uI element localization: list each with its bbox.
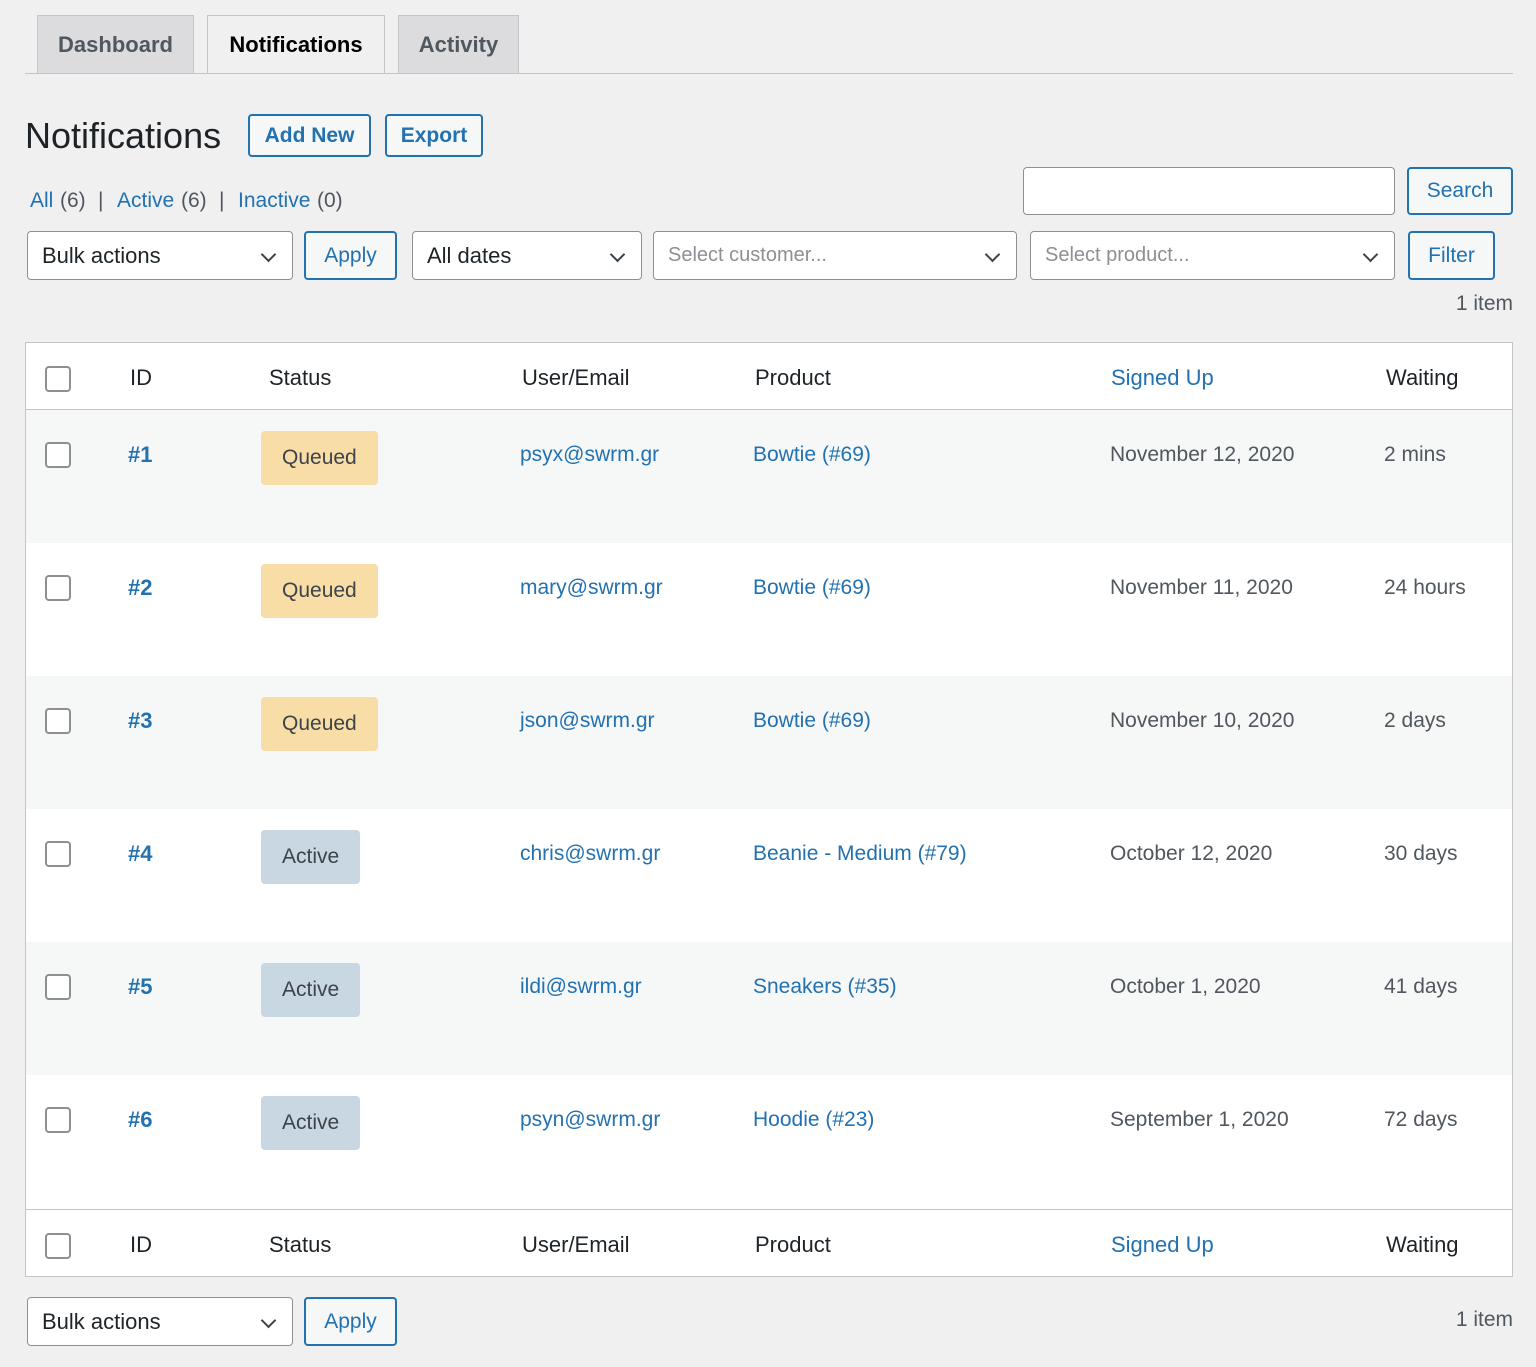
status-badge: Queued — [261, 431, 378, 485]
column-header: ID — [130, 365, 152, 390]
row-id[interactable]: #6 — [128, 1107, 153, 1132]
column-header[interactable]: Signed Up — [1111, 1232, 1214, 1257]
status-badge: Queued — [261, 564, 378, 618]
signed-up: November 12, 2020 — [1110, 443, 1295, 466]
product[interactable]: Sneakers (#35) — [753, 975, 897, 998]
date-filter[interactable]: All dates — [412, 231, 642, 280]
checkbox[interactable] — [45, 366, 71, 392]
apply-button[interactable]: Apply — [304, 1297, 397, 1346]
product[interactable]: Bowtie (#69) — [753, 709, 871, 732]
tab[interactable]: Notifications — [207, 15, 385, 74]
signed-up: November 10, 2020 — [1110, 709, 1295, 732]
row-stripe — [26, 676, 1512, 809]
tab-border — [25, 73, 1513, 74]
checkbox[interactable] — [45, 1233, 71, 1259]
product[interactable]: Bowtie (#69) — [753, 443, 871, 466]
row-id[interactable]: #4 — [128, 841, 153, 866]
user-email[interactable]: json@swrm.gr — [520, 709, 655, 732]
user-email[interactable]: psyn@swrm.gr — [520, 1108, 661, 1131]
user-email[interactable]: ildi@swrm.gr — [520, 975, 642, 998]
item-count: 1 item — [1455, 292, 1513, 315]
waiting: 41 days — [1384, 975, 1458, 998]
user-email[interactable]: chris@swrm.gr — [520, 842, 661, 865]
view-count: (6) — [60, 189, 86, 212]
column-header: Status — [269, 1232, 332, 1257]
row-id[interactable]: #3 — [128, 708, 153, 733]
checkbox[interactable] — [45, 841, 71, 867]
column-header: Waiting — [1386, 1232, 1459, 1257]
user-email[interactable]: mary@swrm.gr — [520, 576, 663, 599]
filter-button[interactable]: Filter — [1408, 231, 1495, 280]
product-filter[interactable]: Select product... — [1030, 231, 1395, 280]
column-header: User/Email — [522, 365, 630, 390]
user-email[interactable]: psyx@swrm.gr — [520, 443, 660, 466]
page-title: Notifications — [25, 115, 222, 156]
waiting: 2 mins — [1384, 443, 1446, 466]
row-id[interactable]: #5 — [128, 974, 153, 999]
product[interactable]: Beanie - Medium (#79) — [753, 842, 967, 865]
header-button[interactable]: Export — [385, 114, 483, 157]
signed-up: October 12, 2020 — [1110, 842, 1273, 865]
product[interactable]: Bowtie (#69) — [753, 576, 871, 599]
column-header: ID — [130, 1232, 152, 1257]
item-count: 1 item — [1455, 1308, 1513, 1331]
product[interactable]: Hoodie (#23) — [753, 1108, 875, 1131]
customer-filter[interactable]: Select customer... — [653, 231, 1017, 280]
waiting: 72 days — [1384, 1108, 1458, 1131]
bulk-actions[interactable]: Bulk actions — [27, 231, 293, 280]
status-badge: Queued — [261, 697, 378, 751]
column-header: Status — [269, 365, 332, 390]
view-count: (0) — [317, 189, 343, 212]
checkbox[interactable] — [45, 575, 71, 601]
signed-up: September 1, 2020 — [1110, 1108, 1289, 1131]
view-count: (6) — [181, 189, 207, 212]
checkbox[interactable] — [45, 708, 71, 734]
checkbox[interactable] — [45, 1107, 71, 1133]
tab[interactable]: Activity — [398, 15, 519, 73]
signed-up: November 11, 2020 — [1110, 576, 1293, 599]
view-separator: | — [98, 189, 104, 212]
checkbox[interactable] — [45, 974, 71, 1000]
row-stripe — [26, 942, 1512, 1075]
waiting: 30 days — [1384, 842, 1458, 865]
view-link[interactable]: Active — [117, 189, 175, 212]
header-button[interactable]: Add New — [248, 114, 371, 157]
apply-button[interactable]: Apply — [304, 231, 397, 280]
column-header: Product — [755, 1232, 831, 1257]
tab[interactable]: Dashboard — [37, 15, 194, 73]
row-stripe — [26, 410, 1512, 543]
waiting: 24 hours — [1384, 576, 1466, 599]
column-header[interactable]: Signed Up — [1111, 365, 1214, 390]
column-header: User/Email — [522, 1232, 630, 1257]
status-badge: Active — [261, 1096, 361, 1150]
status-badge: Active — [261, 963, 361, 1017]
status-badge: Active — [261, 830, 361, 884]
view-link[interactable]: All — [30, 189, 54, 212]
waiting: 2 days — [1384, 709, 1446, 732]
table-header-border — [26, 409, 1512, 410]
view-link[interactable]: Inactive — [238, 189, 311, 212]
table-footer-border — [26, 1209, 1512, 1210]
view-separator: | — [219, 189, 225, 212]
bulk-actions[interactable]: Bulk actions — [27, 1297, 293, 1346]
checkbox[interactable] — [45, 442, 71, 468]
signed-up: October 1, 2020 — [1110, 975, 1261, 998]
column-header: Product — [755, 365, 831, 390]
row-id[interactable]: #1 — [128, 442, 153, 467]
row-id[interactable]: #2 — [128, 575, 153, 600]
column-header: Waiting — [1386, 365, 1459, 390]
search-input[interactable] — [1023, 167, 1395, 215]
search-button[interactable]: Search — [1407, 167, 1513, 215]
